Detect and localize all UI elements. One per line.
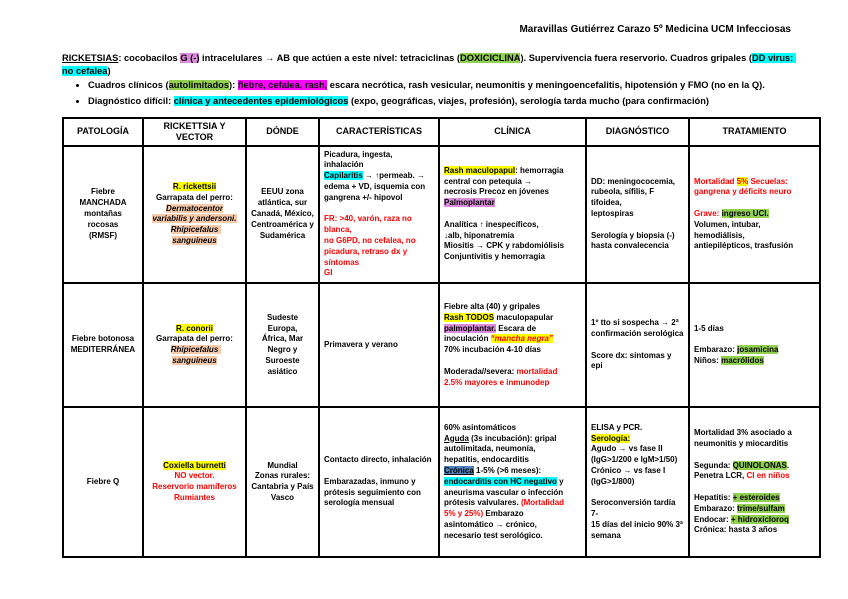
column-header-tratamiento: TRATAMIENTO — [688, 117, 821, 147]
column-header-patologia: PATOLOGÍA — [62, 117, 144, 147]
cell-botonosa-diagnostico: 1º tto si sospecha → 2ª confirmación ser… — [585, 282, 690, 409]
cell-rmsf-diagnostico: DD: meningococemia, rubeola, sífilis, F … — [585, 144, 690, 285]
table-row-botonosa: Fiebre botonosa MEDITERRÁNEA R. conorii … — [62, 282, 821, 409]
rickettsias-table: PATOLOGÍA RICKETTSIA Y VECTOR DÓNDE CARA… — [62, 117, 821, 559]
table-header-row: PATOLOGÍA RICKETTSIA Y VECTOR DÓNDE CARA… — [62, 117, 821, 147]
cell-rmsf-caracteristicas: Picadura, ingesta, inhalación Capilariti… — [318, 144, 440, 285]
cell-fiebreq-diagnostico: ELISA y PCR. Serología: Agudo → vs fase … — [585, 406, 690, 559]
cell-rmsf-tratamiento: Mortalidad 5% Secuelas: gangrena y défic… — [688, 144, 821, 285]
column-header-caracteristicas: CARACTERÍSTICAS — [318, 117, 440, 147]
cell-fiebreq-donde: Mundial Zonas rurales: Cantabria y País … — [245, 406, 320, 559]
bullet-list: Cuadros clínicos (autolimitados): fiebre… — [72, 79, 818, 111]
author-line: Maravillas Gutiérrez Carazo 5º Medicina … — [519, 24, 791, 35]
column-header-clinica: CLÍNICA — [438, 117, 587, 147]
cell-botonosa-donde: Sudeste Europa, África, Mar Negro y Suro… — [245, 282, 320, 409]
cell-botonosa-clinica: Fiebre alta (40) y gripales Rash TODOS m… — [438, 282, 587, 409]
column-header-diagnostico: DIAGNÓSTICO — [585, 117, 690, 147]
cell-fiebreq-caracteristicas: Contacto directo, inhalación Embarazadas… — [318, 406, 440, 559]
cell-rmsf-clinica: Rash maculopapul: hemorragia central con… — [438, 144, 587, 285]
cell-fiebreq-rickettsia: Coxiella burnetti NO vector. Reservorio … — [142, 406, 247, 559]
bullet-item-diagnostico: Diagnóstico difícil: clínica y anteceden… — [88, 95, 818, 108]
cell-rmsf-donde: EEUU zona atlántica, sur Canadá, México,… — [245, 144, 320, 285]
cell-botonosa-caracteristicas: Primavera y verano — [318, 282, 440, 409]
table-row-rmsf: Fiebre MANCHADA montañas rocosas (RMSF) … — [62, 144, 821, 285]
cell-botonosa-tratamiento: 1-5 días Embarazo: josamicina Niños: mac… — [688, 282, 821, 409]
table-row-fiebre-q: Fiebre Q Coxiella burnetti NO vector. Re… — [62, 406, 821, 559]
cell-botonosa-rickettsia: R. conorii Garrapata del perro: Rhipicef… — [142, 282, 247, 409]
cell-rmsf-rickettsia: R. rickettsii Garrapata del perro: Derma… — [142, 144, 247, 285]
column-header-donde: DÓNDE — [245, 117, 320, 147]
cell-botonosa-patologia: Fiebre botonosa MEDITERRÁNEA — [62, 282, 144, 409]
bullet-item-cuadros-clinicos: Cuadros clínicos (autolimitados): fiebre… — [88, 79, 818, 92]
column-header-rickettsia-vector: RICKETTSIA Y VECTOR — [142, 117, 247, 147]
cell-fiebreq-patologia: Fiebre Q — [62, 406, 144, 559]
cell-fiebreq-clinica: 60% asintomáticos Aguda (3s incubación):… — [438, 406, 587, 559]
cell-rmsf-patologia: Fiebre MANCHADA montañas rocosas (RMSF) — [62, 144, 144, 285]
cell-fiebreq-tratamiento: Mortalidad 3% asociado a neumonitis y mi… — [688, 406, 821, 559]
intro-paragraph: RICKETSIAS: cocobacilos G (-) intracelul… — [62, 53, 796, 76]
